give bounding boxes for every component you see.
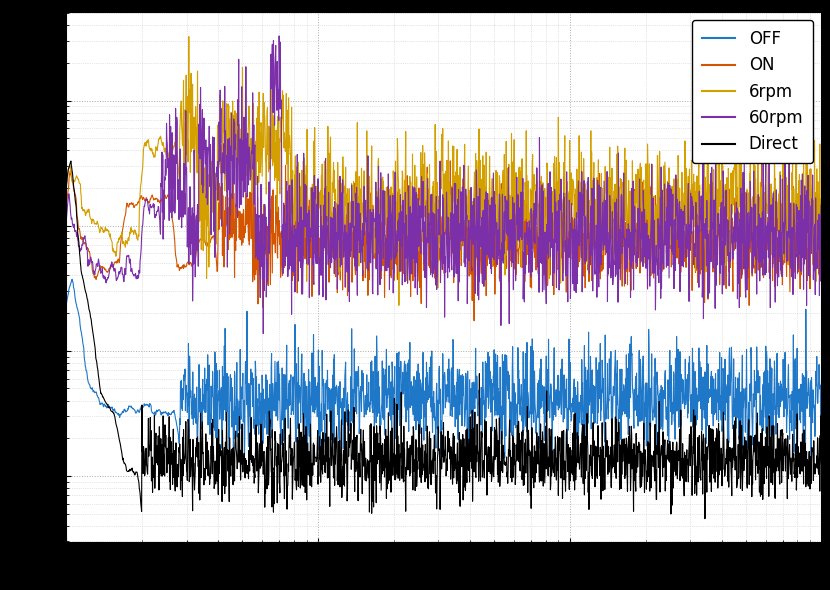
60rpm [409,258,419,266]
ON [409,232,419,239]
Line: Direct: Direct [66,161,822,519]
OFF [239,461,249,468]
OFF [657,423,666,430]
60rpm [429,249,439,256]
6rpm [409,200,419,207]
OFF [100,403,110,410]
OFF [795,385,805,392]
ON [100,265,110,272]
ON [817,214,827,221]
6rpm [429,202,439,209]
Line: 6rpm: 6rpm [66,37,822,306]
6rpm [61,185,71,192]
ON [61,199,71,206]
60rpm [817,251,827,258]
ON [657,268,666,275]
Line: OFF: OFF [66,279,822,464]
OFF [61,300,71,307]
6rpm [795,202,805,209]
ON [429,246,439,253]
OFF [67,276,77,283]
Legend: OFF, ON, 6rpm, 60rpm, Direct: OFF, ON, 6rpm, 60rpm, Direct [692,20,813,163]
Line: ON: ON [66,153,822,321]
Direct [700,515,710,522]
60rpm [795,241,805,248]
60rpm [61,215,71,222]
60rpm [100,276,110,283]
ON [795,286,805,293]
ON [796,211,806,218]
Direct [796,450,806,457]
OFF [796,419,806,426]
ON [469,317,479,324]
60rpm [274,32,284,40]
OFF [409,417,419,424]
Direct [795,470,805,477]
ON [249,149,259,156]
6rpm [796,240,806,247]
Direct [100,398,110,405]
Direct [817,466,827,473]
60rpm [657,224,666,231]
6rpm [817,241,827,248]
6rpm [657,230,666,237]
6rpm [394,302,404,309]
Line: 60rpm: 60rpm [66,36,822,333]
6rpm [183,33,193,40]
Direct [409,468,419,475]
6rpm [100,227,110,234]
Direct [61,181,71,188]
60rpm [258,330,268,337]
OFF [817,423,827,430]
Direct [429,446,439,453]
Direct [66,158,76,165]
60rpm [796,192,806,199]
Direct [657,442,666,449]
OFF [429,400,439,407]
